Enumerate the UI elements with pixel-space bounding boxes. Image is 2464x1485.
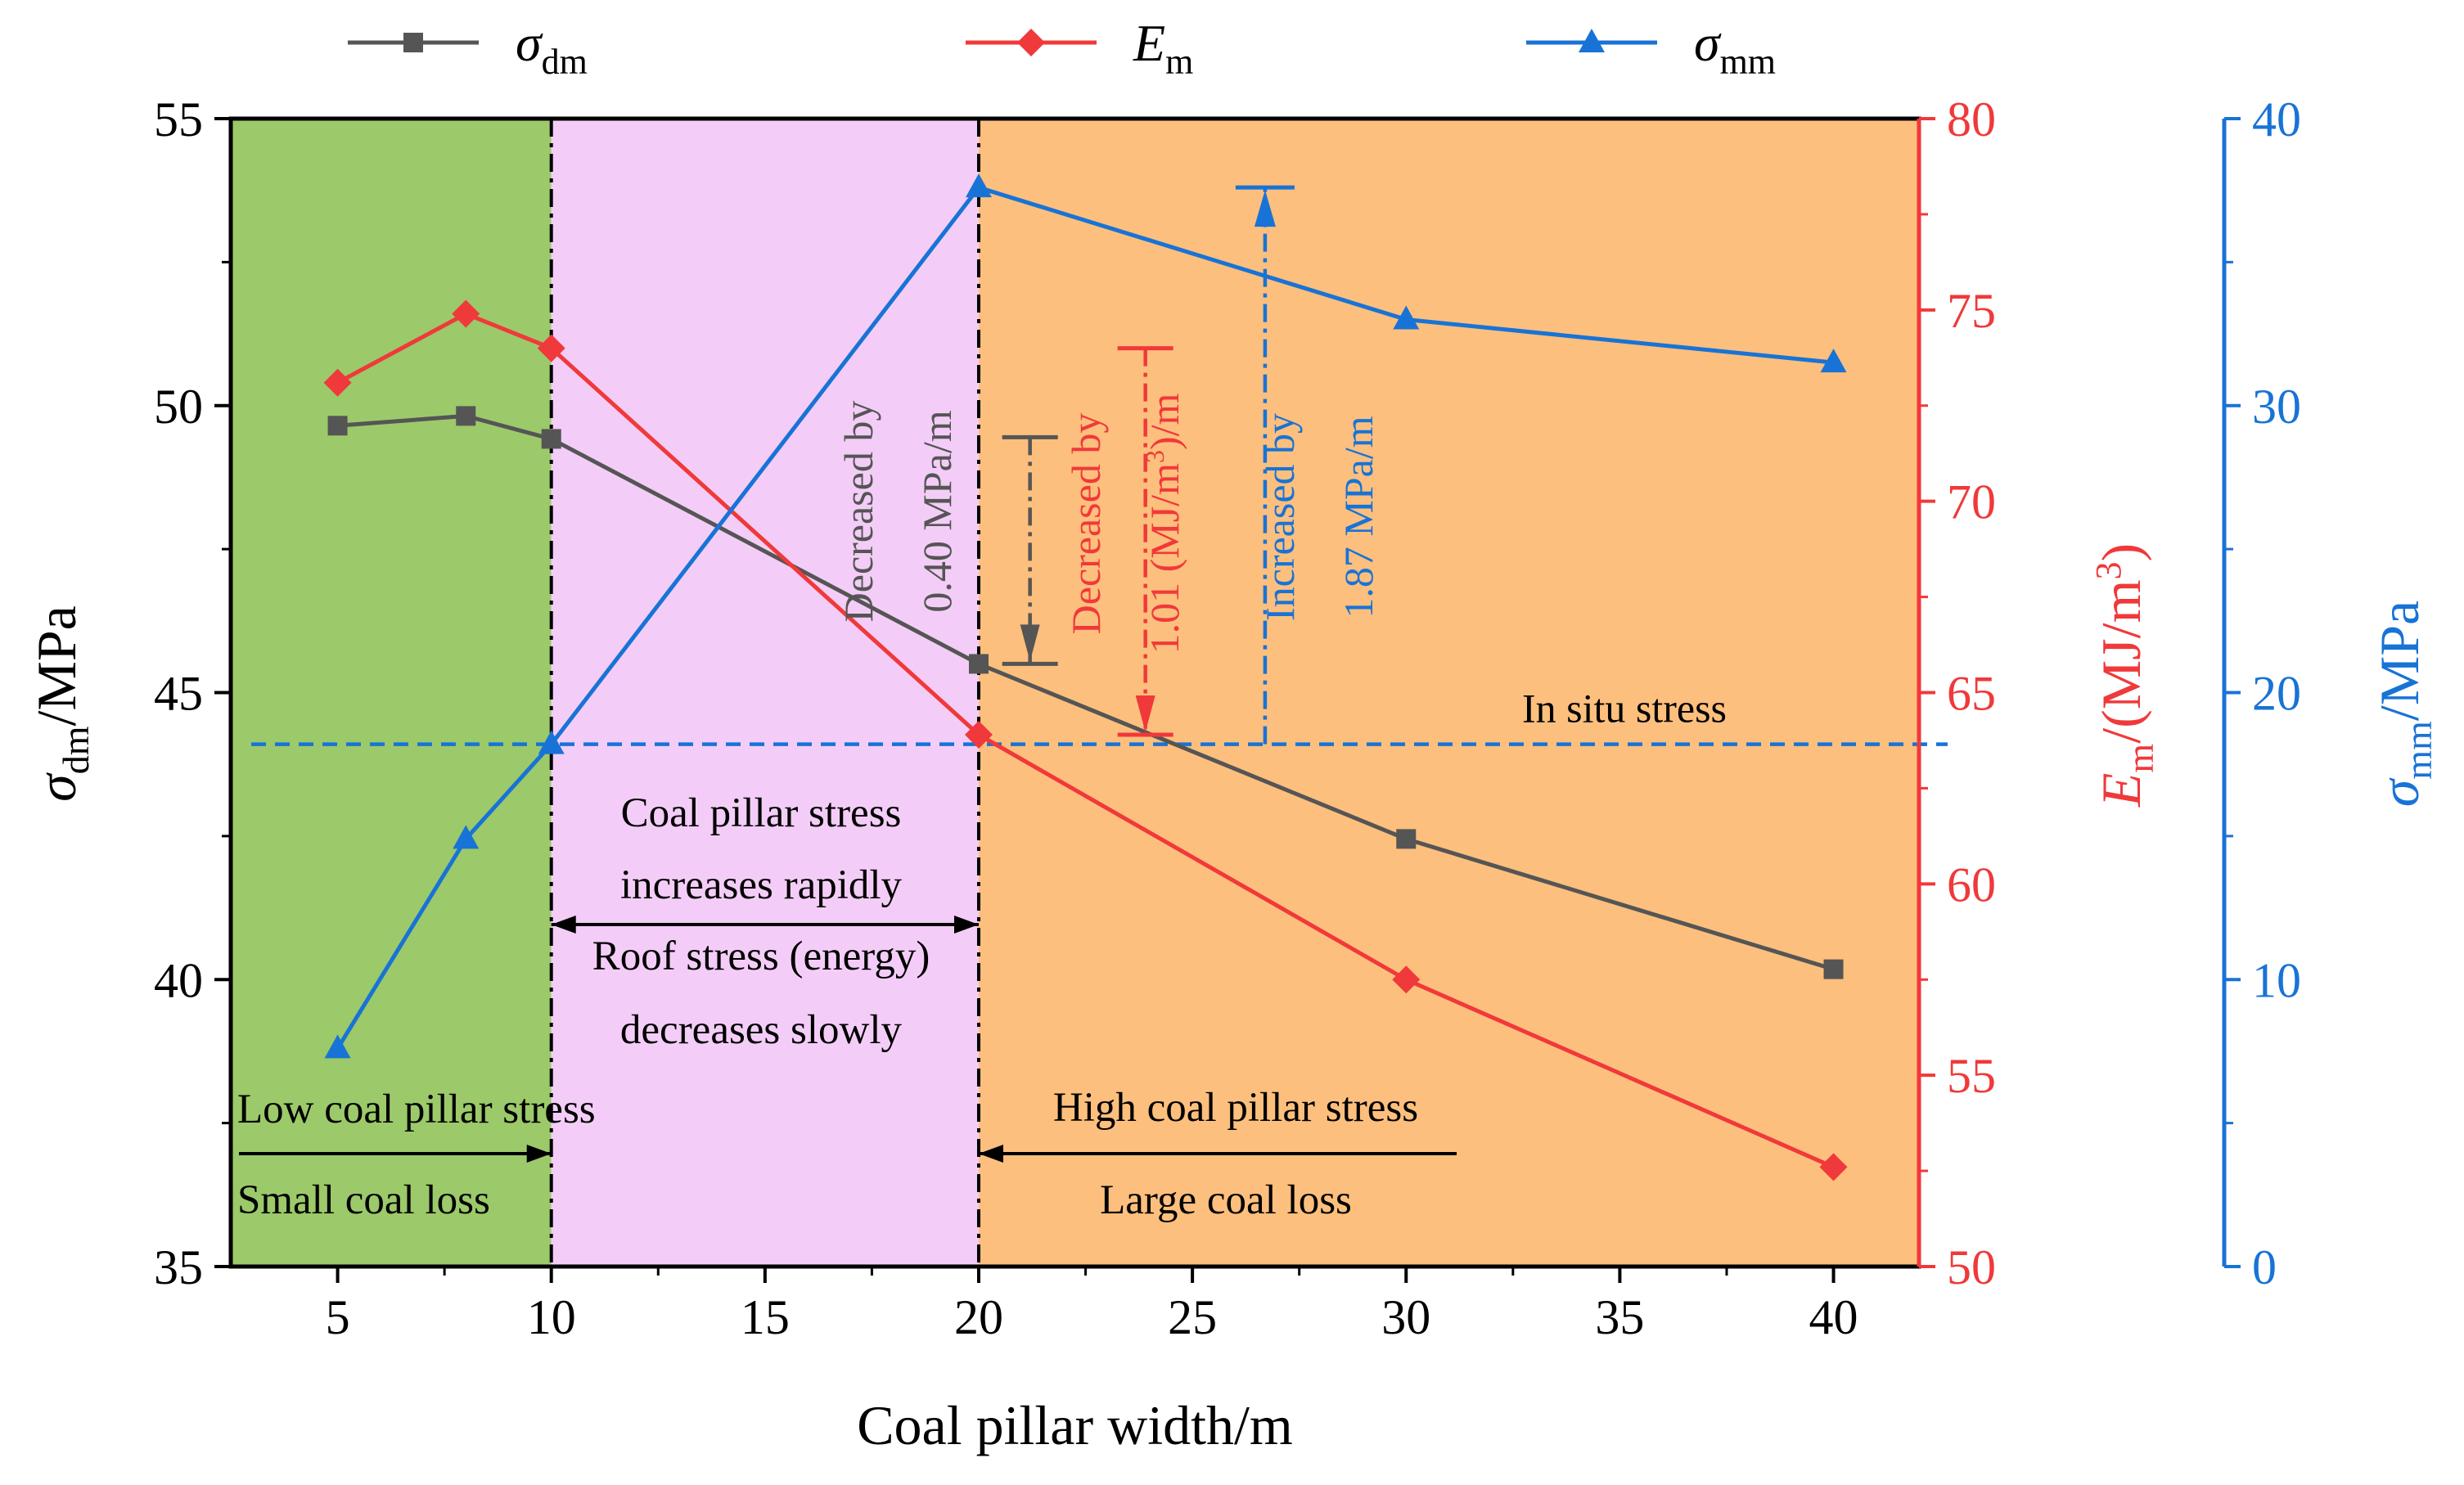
region-text-1: increases rapidly bbox=[620, 862, 903, 908]
series-dm-point-1 bbox=[456, 406, 476, 426]
x-axis-title: Coal pillar width/m bbox=[857, 1394, 1293, 1456]
series-m-point-0 bbox=[323, 368, 352, 397]
svg-text:σdm/MPa: σdm/MPa bbox=[25, 605, 97, 802]
axis-right2-tick-label-3: 30 bbox=[2252, 380, 2301, 434]
series-dm-point-3 bbox=[968, 654, 989, 674]
series-dm-point-5 bbox=[1823, 959, 1844, 979]
region-1 bbox=[551, 119, 979, 1267]
axis-right2-tick-label-0: 0 bbox=[2252, 1240, 2277, 1294]
legend-item-mm: σmm bbox=[1526, 14, 1776, 82]
legend-marker-m bbox=[1017, 29, 1045, 56]
legend-label-dm: σdm bbox=[516, 14, 588, 82]
x-tick-label-0: 5 bbox=[326, 1290, 350, 1344]
change_red-label-line2: 1.01 (MJ/m3)/m bbox=[1140, 393, 1187, 654]
svg-text:Em/(MJ/m3): Em/(MJ/m3) bbox=[2088, 543, 2161, 808]
axis-left-tick-label-0: 35 bbox=[154, 1240, 203, 1294]
x-tick-label-2: 15 bbox=[741, 1290, 790, 1344]
axes-group: 5 10 15 20 25 30 35 40 Coal pillar width/m 35 40 45… bbox=[25, 92, 2439, 1456]
axis-right1-tick-label-4: 70 bbox=[1947, 475, 1996, 529]
axis-right2-tick-label-1: 10 bbox=[2252, 953, 2301, 1007]
arrow-high-stress bbox=[978, 1145, 1457, 1163]
change_blue-label: Increased by 1.87 MPa/m bbox=[1257, 413, 1381, 621]
legend-item-dm: σdm bbox=[348, 14, 588, 82]
arrow-transition-region bbox=[551, 916, 979, 934]
axis-right1-tick-label-0: 50 bbox=[1947, 1240, 1996, 1294]
region-text-0: Coal pillar stress bbox=[621, 790, 902, 836]
x-tick-label-6: 35 bbox=[1595, 1290, 1644, 1344]
legend: σdm Em σmm bbox=[348, 14, 1776, 82]
region-text-7: Large coal loss bbox=[1100, 1177, 1352, 1223]
axis-right1-tick-label-2: 60 bbox=[1947, 857, 1996, 911]
axis-right2-title: σmm/MPa bbox=[2368, 601, 2439, 807]
axis-left-tick-label-1: 40 bbox=[154, 953, 203, 1007]
x-tick-label-7: 40 bbox=[1809, 1290, 1858, 1344]
x-tick-label-1: 10 bbox=[527, 1290, 576, 1344]
change_blue-label-line2: 1.87 MPa/m bbox=[1336, 416, 1381, 618]
in-situ-stress-label: In situ stress bbox=[1522, 686, 1727, 731]
axis-right2-tick-label-2: 20 bbox=[2252, 667, 2301, 721]
series-mm-point-3 bbox=[965, 173, 992, 198]
region-boundaries bbox=[549, 119, 980, 1267]
arrow-low-stress bbox=[239, 1145, 552, 1163]
legend-label-mm: σmm bbox=[1694, 14, 1776, 82]
legend-marker-mm bbox=[1579, 29, 1605, 52]
region-text-2: Roof stress (energy) bbox=[592, 934, 930, 979]
change_blue-label-line1: Increased by bbox=[1257, 413, 1303, 621]
series-mm-point-5 bbox=[1820, 349, 1847, 373]
annotations-group: Coal pillar stress increases rapidly Roof … bbox=[237, 185, 1457, 1223]
series-mm-point-0 bbox=[324, 1034, 351, 1059]
series-m-point-2 bbox=[537, 334, 565, 362]
axis-right1-tick-label-5: 75 bbox=[1947, 284, 1996, 338]
series-group bbox=[323, 173, 1848, 1181]
x-tick-label-3: 20 bbox=[954, 1290, 1003, 1344]
axis-left-tick-label-4: 55 bbox=[154, 92, 203, 146]
region-text-3: decreases slowly bbox=[620, 1007, 903, 1053]
series-dm-line bbox=[337, 413, 1835, 972]
change_gray-label-line1: Decreased by bbox=[836, 401, 881, 623]
axis-right2-tick-label-4: 40 bbox=[2252, 92, 2301, 146]
legend-marker-dm bbox=[403, 33, 423, 52]
background-regions bbox=[231, 119, 1919, 1267]
region-text-5: Small coal loss bbox=[237, 1177, 490, 1223]
axis-left-tick-label-3: 50 bbox=[154, 380, 203, 434]
change_red-label-line1: Decreased by bbox=[1063, 413, 1109, 635]
svg-text:σmm/MPa: σmm/MPa bbox=[2368, 601, 2439, 807]
series-mm-point-1 bbox=[453, 825, 480, 849]
axis-right1-tick-label-6: 80 bbox=[1947, 92, 1996, 146]
legend-item-m: Em bbox=[966, 14, 1193, 82]
change_gray-label: Decreased by 0.40 MPa/m bbox=[836, 401, 960, 623]
axis-right1-tick-label-1: 55 bbox=[1947, 1049, 1996, 1103]
series-m-point-3 bbox=[964, 720, 993, 749]
series-mm-point-4 bbox=[1393, 305, 1420, 330]
axis-left-tick-label-2: 45 bbox=[154, 667, 203, 721]
series-m-line bbox=[336, 312, 1835, 1169]
change_red-label: Decreased by 1.01 (MJ/m3)/m bbox=[1063, 393, 1187, 654]
axis-left-title: σdm/MPa bbox=[25, 605, 97, 802]
series-m-point-5 bbox=[1819, 1153, 1848, 1181]
series-m-point-4 bbox=[1392, 965, 1421, 994]
x-tick-label-4: 25 bbox=[1168, 1290, 1217, 1344]
x-tick-label-5: 30 bbox=[1381, 1290, 1430, 1344]
change_gray-indicator bbox=[1002, 434, 1058, 666]
region-text-4: Low coal pillar stress bbox=[237, 1087, 596, 1132]
change_red-indicator bbox=[1117, 346, 1173, 737]
change_gray-label-line2: 0.40 MPa/m bbox=[914, 410, 960, 612]
reference-line-group: In situ stress bbox=[251, 686, 1948, 746]
series-m-point-1 bbox=[452, 299, 480, 328]
series-dm-point-2 bbox=[541, 429, 561, 449]
region-0 bbox=[231, 119, 552, 1267]
region-2 bbox=[978, 119, 1919, 1267]
series-dm-point-4 bbox=[1396, 829, 1417, 849]
change_blue-indicator bbox=[1235, 185, 1295, 745]
series-mm-point-2 bbox=[538, 730, 565, 754]
series-dm-point-0 bbox=[327, 416, 348, 436]
series-mm-line bbox=[336, 185, 1834, 1050]
legend-label-m: Em bbox=[1133, 14, 1193, 82]
axis-right1-tick-label-3: 65 bbox=[1947, 667, 1996, 721]
region-text-6: High coal pillar stress bbox=[1053, 1085, 1418, 1131]
axis-right1-title: Em/(MJ/m3) bbox=[2088, 543, 2161, 808]
